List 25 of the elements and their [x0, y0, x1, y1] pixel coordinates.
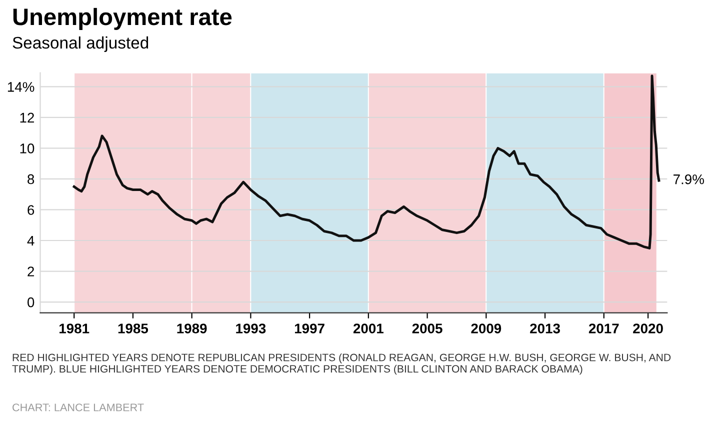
x-tick-label: 1985: [118, 324, 148, 334]
x-tick-label: 2017: [588, 324, 619, 334]
y-tick-label: 10: [20, 144, 34, 154]
annotation: 7.9%: [674, 174, 704, 184]
y-tick-label: 6: [28, 205, 34, 215]
chart-title: Unemployment rate: [13, 8, 232, 30]
x-tick-label: 2013: [530, 324, 560, 334]
line-series: [72, 74, 660, 250]
x-tick-label: 1981: [60, 324, 90, 334]
x-tick-label: 2009: [471, 324, 502, 334]
y-tick-label: 12: [20, 112, 34, 122]
text: CHART: LANCE LAMBERT: [12, 404, 144, 412]
x-tick-label: 1997: [294, 324, 324, 334]
y-tick-label: 4: [27, 236, 34, 246]
text: RED HIGHLIGHTED YEARS DENOTE REPUBLICAN PRESIDENTS (RONALD REAGAN, GEORGE H.W. BUSH, GEORGE W. BUSH, AND TRUMP). BLUE HIGHLIGHTED YEARS DENOTE DEMOCRATIC PRESIDENTS (BILL CLINTON AND BARACK OBAMA): [12, 353, 671, 375]
y-tick-label: 8: [28, 174, 34, 184]
x-tick-label: 2001: [353, 324, 384, 334]
x-tick-label: 1993: [236, 324, 266, 334]
x-tick-label: 2005: [412, 324, 442, 334]
chart-subtitle: Seasonal adjusted: [12, 36, 148, 52]
y-tick-label: 2: [28, 266, 34, 276]
x-tick-label: 1989: [177, 324, 207, 334]
x-tick-label: 2020: [633, 324, 663, 334]
y-tick-label: 0: [28, 297, 34, 308]
y-tick-label: 14%: [8, 82, 34, 92]
